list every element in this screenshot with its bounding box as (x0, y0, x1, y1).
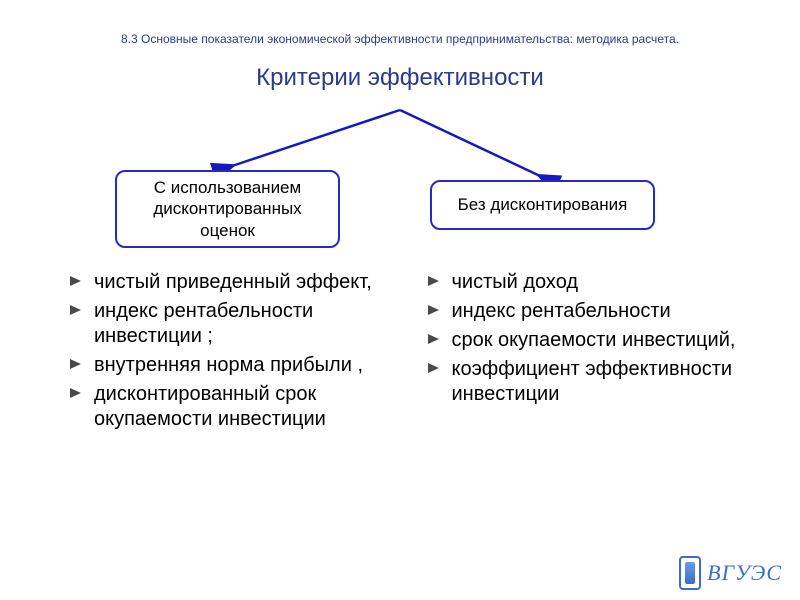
list-item: внутренняя норма прибыли , (70, 353, 398, 378)
section-header: 8.3 Основные показатели экономической эф… (0, 0, 800, 46)
list-item: срок окупаемости инвестиций, (428, 328, 756, 353)
box-non-discounted: Без дисконтирования (430, 180, 655, 230)
list-item: дисконтированный срок окупаемости инвест… (70, 382, 398, 432)
logo-text: ВГУЭС (707, 560, 782, 586)
footer-logo: ВГУЭС (679, 556, 782, 590)
list-item: индекс рентабельности (428, 299, 756, 324)
page-title: Критерии эффективности (0, 64, 800, 92)
list-item: чистый доход (428, 270, 756, 295)
logo-icon (679, 556, 701, 590)
list-item: коэффициент эффективности инвестиции (428, 357, 756, 407)
list-item: чистый приведенный эффект, (70, 270, 398, 295)
criteria-diagram: С использованием дисконтированных оценок… (0, 100, 800, 260)
box-discounted: С использованием дисконтированных оценок (115, 170, 340, 248)
criteria-columns: чистый приведенный эффект, индекс рентаб… (0, 270, 800, 436)
list-item: индекс рентабельности инвестиции ; (70, 299, 398, 349)
left-column: чистый приведенный эффект, индекс рентаб… (70, 270, 398, 436)
right-column: чистый доход индекс рентабельности срок … (428, 270, 756, 436)
